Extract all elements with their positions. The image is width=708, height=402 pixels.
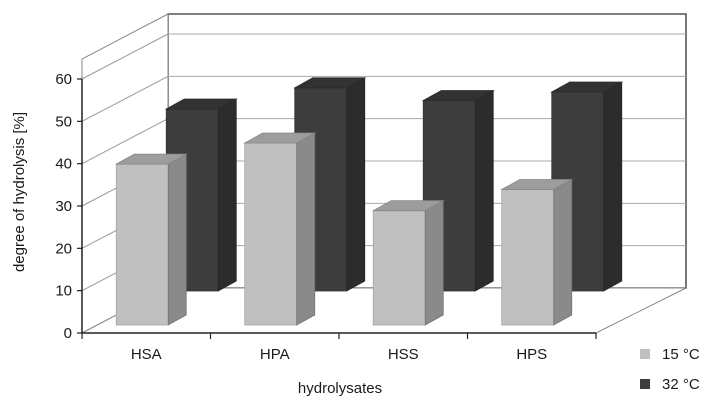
x-tick-label: HSA — [131, 346, 162, 363]
legend-swatch — [640, 349, 650, 359]
y-axis-title: degree of hydrolysis [%] — [11, 112, 28, 272]
gridline-side — [81, 33, 169, 80]
bar-32c-hpa-top — [293, 77, 367, 89]
y-tick-label: 40 — [55, 156, 72, 173]
bar-15c-hpa — [243, 132, 317, 326]
x-tick-label: HPA — [260, 346, 290, 363]
x-tick-label: HSS — [388, 346, 419, 363]
bar-15c-hss-side — [424, 200, 444, 326]
bar-15c-hsa-front — [115, 163, 169, 326]
bar-15c-hps-side — [553, 178, 573, 326]
bar-15c-hps-front — [501, 189, 555, 326]
bar-32c-hps-side — [603, 81, 623, 292]
bar-15c-hsa-side — [167, 153, 187, 326]
bar-32c-hss-side — [474, 89, 494, 292]
bar-15c-hsa — [114, 153, 188, 326]
bar-32c-hsa-top — [164, 98, 238, 110]
y-tick-label: 0 — [64, 325, 72, 342]
y-tick-label: 60 — [55, 71, 72, 88]
x-tick-labels: HSA HPA HSS HPS — [131, 346, 547, 363]
bar-15c-hss-top — [371, 200, 445, 212]
legend: 15 °C 32 °C — [640, 346, 700, 393]
x-tick-label: HPS — [516, 346, 547, 363]
x-axis-title: hydrolysates — [298, 380, 382, 397]
gridline-side — [81, 75, 169, 122]
y-tick-label: 20 — [55, 240, 72, 257]
bar-15c-hsa-top — [114, 153, 188, 165]
bar-15c-hss — [371, 200, 445, 326]
bar-15c-hps — [500, 178, 574, 326]
legend-label: 15 °C — [662, 346, 700, 363]
bar-32c-hss-top — [421, 90, 495, 101]
bar-32c-hps-top — [550, 81, 624, 93]
bar-15c-hps-top — [500, 179, 574, 190]
gridline-side — [81, 118, 169, 165]
y-tick-label: 50 — [55, 113, 72, 130]
legend-swatch — [640, 379, 650, 389]
bar-15c-hpa-top — [243, 132, 317, 144]
bar-32c-hpa-side — [346, 77, 366, 292]
series-15c-bars — [114, 132, 574, 326]
bar-32c-hsa-side — [217, 98, 237, 292]
y-tick-label: 10 — [55, 283, 72, 300]
y-tick-labels: 0 10 20 30 40 50 60 — [55, 71, 82, 342]
bar-15c-hpa-side — [296, 132, 316, 326]
bar-15c-hpa-front — [244, 142, 298, 326]
y-tick-label: 30 — [55, 198, 72, 215]
legend-label: 32 °C — [662, 376, 700, 393]
bar-15c-hss-front — [372, 210, 426, 326]
